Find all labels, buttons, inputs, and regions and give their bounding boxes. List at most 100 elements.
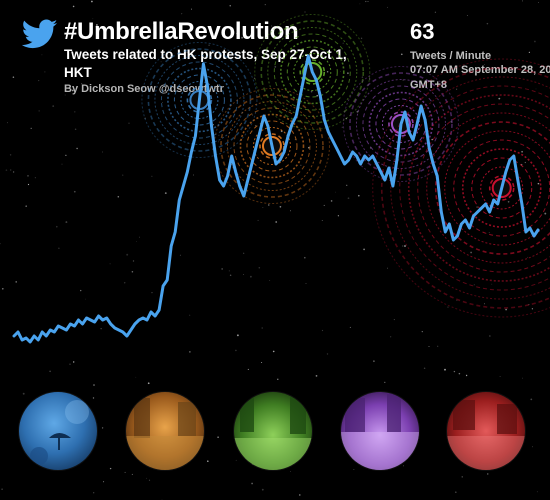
star-dot — [58, 247, 60, 249]
star-dot — [91, 0, 93, 3]
star-dot — [361, 76, 364, 78]
star-dot — [337, 215, 340, 217]
data-point — [218, 179, 221, 181]
data-point — [29, 341, 31, 343]
highlight-ring — [239, 113, 305, 179]
star-dot — [353, 469, 355, 470]
photo-thumbnail-orange[interactable] — [126, 392, 204, 470]
star-dot — [521, 150, 523, 153]
photo-thumbnail-green[interactable] — [234, 392, 312, 470]
star-dot — [92, 397, 95, 399]
data-point — [130, 329, 132, 331]
highlight-ring — [246, 120, 298, 172]
star-dot — [44, 71, 46, 73]
data-point — [432, 163, 435, 165]
star-dot — [428, 346, 430, 347]
data-point — [448, 223, 451, 225]
highlight-ring — [180, 81, 219, 119]
highlight-ring — [147, 48, 252, 152]
star-dot — [342, 42, 344, 44]
star-dot — [151, 175, 153, 177]
data-point — [436, 175, 439, 177]
highlight-ring — [461, 148, 542, 228]
star-dot — [61, 163, 63, 165]
data-point — [307, 55, 310, 57]
data-point — [529, 227, 531, 229]
star-dot — [101, 427, 104, 429]
highlight-ring — [407, 94, 550, 282]
tweets-per-minute-value: 63 — [410, 19, 435, 44]
data-point — [93, 321, 96, 323]
data-point — [194, 135, 197, 137]
star-dot — [9, 154, 12, 156]
star-dot — [340, 70, 342, 72]
data-point — [311, 71, 314, 73]
data-point — [142, 317, 144, 319]
star-dot — [326, 353, 329, 355]
star-dot — [189, 351, 191, 353]
star-dot — [148, 479, 151, 481]
star-dot — [218, 141, 220, 143]
star-dot — [373, 360, 375, 363]
data-point — [460, 223, 463, 225]
twitter-bird-icon — [22, 19, 58, 49]
star-dot — [444, 368, 446, 371]
highlight-cluster-red[interactable] — [372, 58, 550, 318]
star-dot — [340, 49, 342, 51]
data-point — [351, 151, 354, 153]
data-point — [299, 95, 302, 97]
star-dot — [341, 126, 343, 128]
data-point — [158, 309, 160, 311]
star-dot — [10, 169, 12, 171]
star-dot — [470, 251, 472, 254]
photo-thumbnail-red[interactable] — [447, 392, 525, 470]
star-dot — [400, 53, 403, 56]
star-dot — [131, 473, 133, 475]
star-dot — [253, 77, 256, 79]
star-dot — [151, 292, 153, 294]
star-dot — [274, 66, 277, 68]
star-dot — [310, 90, 313, 93]
star-dot — [181, 13, 183, 15]
data-point — [363, 155, 366, 157]
star-dot — [268, 204, 270, 206]
star-dot — [315, 375, 318, 377]
highlight-cluster-orange[interactable] — [213, 88, 330, 204]
star-dot — [466, 15, 468, 16]
highlight-ring — [260, 20, 365, 124]
data-point — [13, 335, 15, 337]
photo-thumbnail-purple[interactable] — [341, 392, 419, 470]
photo-thumbnail-blue[interactable] — [19, 392, 97, 470]
star-dot — [52, 105, 55, 107]
star-dot — [437, 345, 439, 347]
star-dot — [131, 271, 134, 273]
highlight-ring — [173, 74, 225, 126]
data-point — [206, 85, 209, 87]
data-point — [105, 317, 108, 319]
star-dot — [450, 120, 453, 123]
star-dot — [387, 267, 388, 269]
star-dot — [522, 377, 524, 379]
star-dot — [326, 70, 329, 73]
data-point — [295, 115, 298, 117]
data-point — [488, 211, 491, 213]
star-dot — [434, 11, 437, 13]
star-dot — [12, 171, 15, 173]
data-point — [234, 171, 237, 173]
data-point — [376, 163, 378, 165]
data-point — [347, 159, 350, 161]
data-point — [134, 323, 136, 325]
star-dot — [486, 22, 489, 25]
star-dot — [538, 2, 539, 4]
star-dot — [64, 94, 66, 96]
star-dot — [384, 381, 386, 384]
highlight-cluster-green[interactable] — [254, 14, 371, 130]
data-point — [517, 179, 519, 181]
star-dot — [404, 245, 406, 247]
data-point — [291, 123, 293, 125]
star-dot — [38, 80, 40, 82]
data-point — [222, 185, 225, 187]
star-dot — [528, 51, 531, 54]
highlight-rings — [141, 14, 550, 318]
